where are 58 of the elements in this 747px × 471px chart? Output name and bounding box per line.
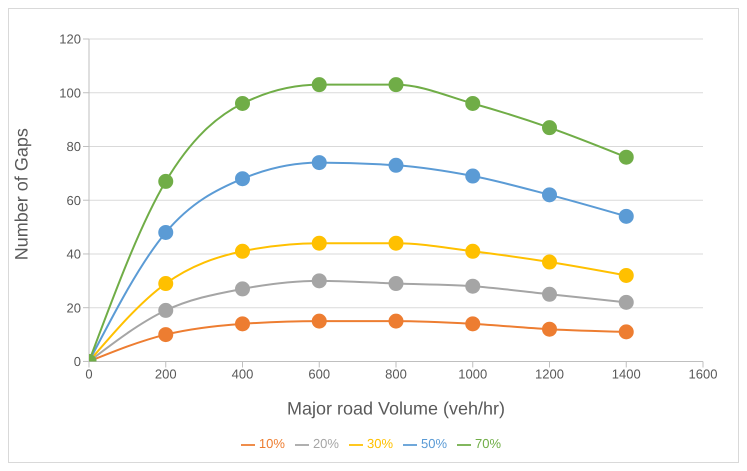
point xyxy=(312,314,327,329)
legend-label: 10% xyxy=(258,436,285,452)
point xyxy=(388,77,404,92)
y-axis-title: Number of Gaps xyxy=(11,128,32,260)
point xyxy=(542,187,557,202)
x-tick-label: 400 xyxy=(232,366,254,382)
x-tick-label: 600 xyxy=(308,366,330,382)
point xyxy=(465,96,480,111)
legend-label: 30% xyxy=(366,436,394,452)
x-tick-label: 0 xyxy=(85,366,93,382)
point xyxy=(158,224,174,240)
point xyxy=(235,281,250,296)
y-tick-label: 80 xyxy=(66,139,81,154)
point xyxy=(158,276,174,292)
point xyxy=(618,268,634,283)
point xyxy=(465,278,480,294)
x-tick-label: 200 xyxy=(154,366,177,382)
point xyxy=(542,120,557,136)
legend-label: 70% xyxy=(475,436,502,452)
point xyxy=(542,322,557,337)
point xyxy=(158,327,174,342)
point xyxy=(312,77,327,92)
point xyxy=(388,314,404,329)
x-tick-label: 1400 xyxy=(612,366,641,382)
x-tick-label: 1000 xyxy=(458,366,488,382)
point xyxy=(542,286,557,302)
x-axis-title: Major road Volume (veh/hr) xyxy=(286,398,506,418)
y-tick-label: 120 xyxy=(59,32,81,47)
point xyxy=(618,294,634,310)
point xyxy=(312,155,327,170)
point xyxy=(312,273,327,288)
point xyxy=(235,171,250,186)
point xyxy=(388,236,404,251)
point xyxy=(235,316,250,332)
point xyxy=(465,168,480,184)
point xyxy=(158,302,174,318)
y-tick-label: 40 xyxy=(66,246,81,262)
y-tick-label: 60 xyxy=(66,192,81,208)
point xyxy=(388,158,404,173)
legend-label: 20% xyxy=(312,436,339,452)
legend-label: 50% xyxy=(421,436,448,452)
point xyxy=(618,150,634,165)
y-tick-label: 100 xyxy=(59,85,81,100)
x-tick-label: 1200 xyxy=(535,366,564,382)
y-tick-label: 0 xyxy=(74,354,81,370)
point xyxy=(618,208,634,224)
point xyxy=(465,316,480,332)
point xyxy=(235,96,250,111)
y-tick-label: 20 xyxy=(66,300,81,316)
point xyxy=(312,236,327,251)
x-tick-label: 800 xyxy=(385,366,407,382)
point xyxy=(388,276,404,292)
point xyxy=(618,324,634,340)
x-tick-label: 1600 xyxy=(688,366,718,382)
point xyxy=(465,244,480,259)
point xyxy=(158,174,174,189)
point xyxy=(235,244,250,259)
point xyxy=(542,254,557,270)
